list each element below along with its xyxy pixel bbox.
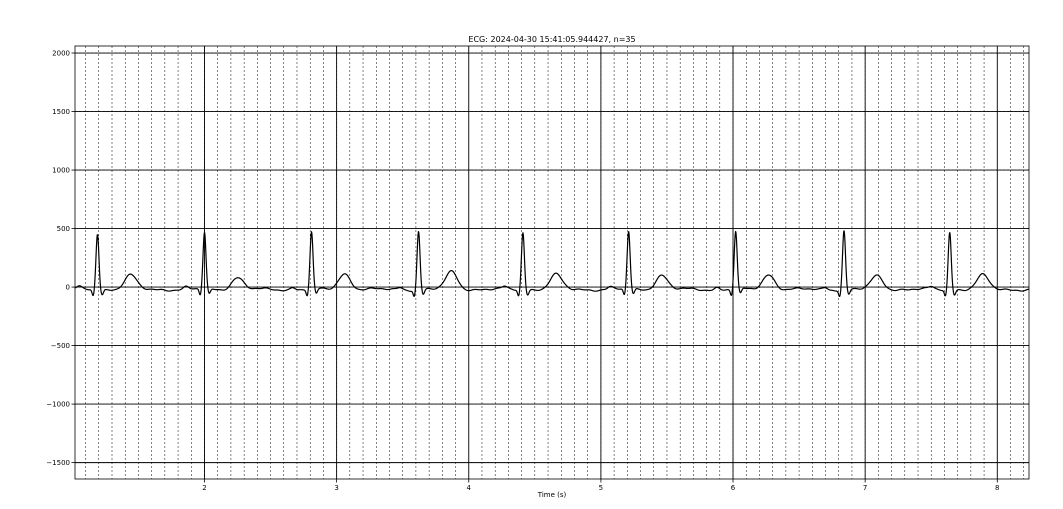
x-tick-label: 7 <box>863 484 867 492</box>
y-axis: −1500 −1000 −500 0 500 1000 1500 2000 <box>46 50 75 468</box>
x-tick-label: 2 <box>202 484 206 492</box>
x-tick-label: 5 <box>599 484 603 492</box>
x-tick-label: 4 <box>467 484 472 492</box>
ecg-trace-line <box>75 231 1029 297</box>
x-axis-label: Time (s) <box>537 491 567 499</box>
y-tick-label: 0 <box>66 284 70 292</box>
major-grid <box>75 46 1029 479</box>
y-tick-label: −1500 <box>46 459 70 467</box>
x-tick-label: 3 <box>334 484 338 492</box>
x-tick-label: 6 <box>731 484 736 492</box>
x-tick-label: 8 <box>995 484 999 492</box>
y-tick-label: 2000 <box>52 50 70 58</box>
chart-title: ECG: 2024-04-30 15:41:05.944427, n=35 <box>468 35 635 44</box>
plot-frame <box>75 46 1029 479</box>
y-tick-label: −1000 <box>46 401 70 409</box>
x-axis: 2 3 4 5 6 7 8 <box>202 479 999 492</box>
y-tick-label: 500 <box>57 225 70 233</box>
minor-grid <box>75 46 1029 479</box>
y-tick-label: 1500 <box>52 108 70 116</box>
y-tick-label: 1000 <box>52 167 70 175</box>
y-tick-label: −500 <box>51 342 70 350</box>
